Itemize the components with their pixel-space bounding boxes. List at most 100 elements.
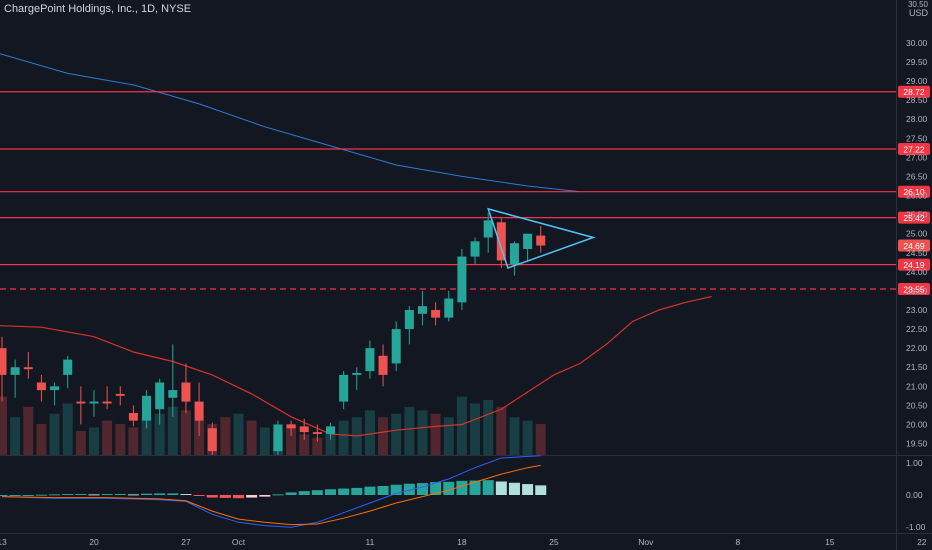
volume-bar [154, 413, 165, 455]
volume-bar [36, 424, 47, 455]
candle-body [299, 426, 309, 433]
time-axis-label: 13 [0, 537, 7, 547]
macd-histogram-bar [141, 493, 153, 495]
macd-histogram-bar [443, 481, 455, 495]
candle-body [536, 235, 546, 246]
price-tick-label: 26.50 [906, 171, 928, 181]
volume-bar [75, 430, 86, 455]
candle-body [142, 395, 152, 421]
candle-body [155, 382, 165, 410]
volume-bar [88, 427, 99, 455]
price-tick-label: 25.50 [906, 210, 928, 220]
level-price-label: 25.42 [903, 213, 925, 223]
price-tick-label: 19.50 [906, 439, 928, 449]
time-axis-label: 25 [549, 537, 559, 547]
candle-body [76, 401, 86, 404]
volume-bar [325, 430, 336, 455]
candle-body [89, 401, 99, 404]
macd-histogram-bar [285, 492, 297, 495]
candle-body [50, 386, 60, 391]
macd-histogram-bar [0, 495, 8, 496]
top-price-label: 30.50 [907, 0, 928, 9]
level-price-label: 26.10 [903, 187, 925, 197]
macd-histogram-bar [522, 484, 534, 495]
time-axis-label: 18 [457, 537, 467, 547]
candle-body [339, 374, 349, 402]
volume-bar [167, 406, 178, 455]
volume-bar [535, 424, 546, 455]
macd-histogram-bar [469, 480, 481, 495]
price-tick-label: 22.50 [906, 324, 928, 334]
last-price-label: 24.69 [903, 241, 925, 251]
candle-body [207, 428, 217, 452]
macd-histogram-bar [364, 486, 376, 495]
volume-bar [391, 413, 402, 455]
chart-title-bar: ChargePoint Holdings, Inc., 1D, NYSE [0, 3, 191, 19]
candle-body [457, 256, 467, 303]
macd-histogram-bar [495, 481, 507, 495]
candle-body [496, 222, 506, 261]
time-axis-label: 8 [735, 537, 740, 547]
candle-body [378, 355, 388, 375]
candle-body [444, 298, 454, 318]
macd-histogram-bar [193, 495, 205, 496]
price-tick-label: 20.50 [906, 400, 928, 410]
macd-histogram-bar [403, 483, 415, 495]
macd-histogram-bar [377, 485, 389, 495]
candle-body [404, 310, 414, 330]
macd-histogram-bar [206, 495, 218, 498]
currency-label: USD [908, 8, 928, 18]
last-price-label-bg [898, 239, 930, 252]
volume-bar [62, 403, 73, 455]
macd-histogram-bar [167, 493, 179, 495]
price-tick-label: 23.50 [906, 286, 928, 296]
volume-bar [522, 420, 533, 455]
candle-body [431, 310, 441, 318]
candle-body [63, 359, 73, 375]
volume-bar [378, 417, 389, 455]
time-axis-label: Oct [232, 537, 246, 547]
candle-body [273, 424, 283, 452]
candle-body [470, 241, 480, 257]
level-label-bg [898, 258, 930, 271]
time-axis-label: 20 [89, 537, 99, 547]
level-label-bg [898, 211, 930, 224]
volume-bar [115, 424, 126, 455]
macd-tick-label: -1.00 [906, 522, 926, 532]
volume-bar [220, 417, 231, 455]
price-tick-label: 21.00 [906, 381, 928, 391]
volume-bar [443, 417, 454, 455]
volume-bar [286, 424, 297, 455]
volume-bar [23, 406, 34, 455]
price-tick-label: 21.50 [906, 362, 928, 372]
ma-red-line [0, 296, 712, 437]
price-tick-label: 25.00 [906, 229, 928, 239]
currency-box: 30.50 USD [908, 0, 928, 18]
price-tick-label: 27.00 [906, 152, 928, 162]
triangle-pattern [487, 207, 596, 269]
price-tick-label: 22.00 [906, 343, 928, 353]
candle-body [102, 401, 112, 404]
volume-bar [430, 413, 441, 455]
volume-bar [312, 437, 323, 455]
candle-body [23, 367, 33, 370]
macd-histogram-bar [35, 494, 47, 496]
volume-bar [194, 420, 205, 455]
macd-histogram-bar [351, 487, 363, 495]
symbol-title[interactable]: ChargePoint Holdings, Inc., 1D, NYSE [4, 3, 192, 15]
volume-bar [128, 427, 139, 455]
candle-body [391, 329, 401, 364]
volume-bar [404, 406, 415, 455]
volume-bar [259, 427, 270, 455]
volume-bar [49, 413, 60, 455]
macd-histogram-bar [219, 495, 231, 498]
price-tick-label: 23.00 [906, 305, 928, 315]
macd-histogram-bar [101, 494, 113, 496]
level-price-label: 23.55 [903, 285, 925, 295]
macd-histogram-bar [535, 485, 547, 495]
candle-body [168, 390, 178, 398]
candle-body [483, 220, 493, 238]
macd-histogram-bar [430, 482, 442, 495]
candle-body [128, 413, 138, 421]
